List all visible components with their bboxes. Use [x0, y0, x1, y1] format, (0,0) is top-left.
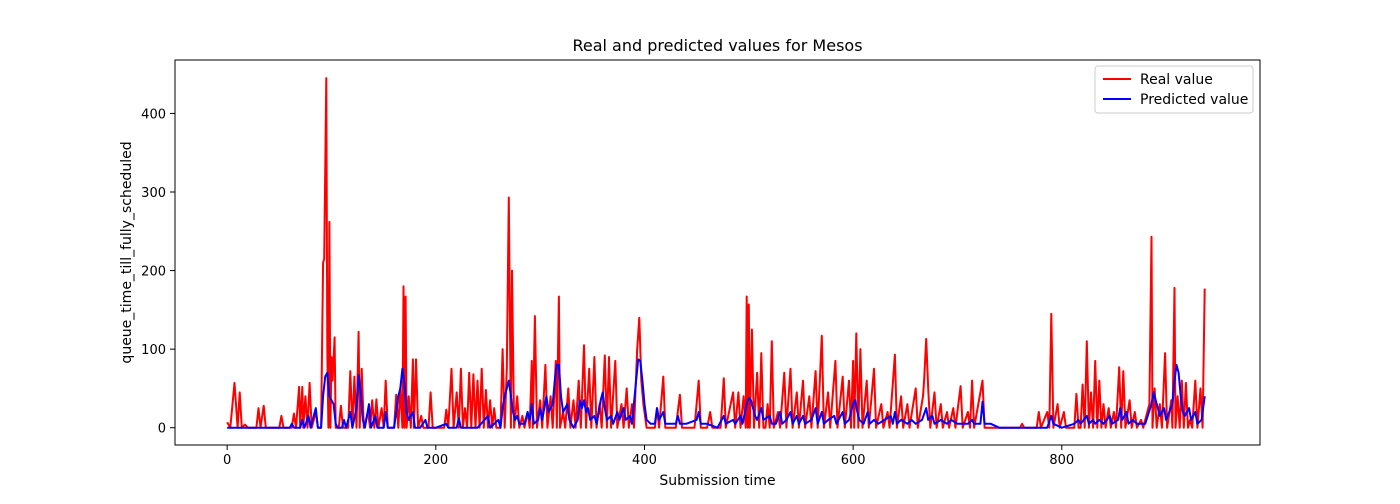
legend-predicted-value-label: Predicted value [1140, 92, 1248, 108]
x-tick-label: 400 [632, 453, 657, 468]
x-axis-label: Submission time [659, 473, 775, 489]
y-axis-ticks: 0 100 200 300 400 [141, 107, 175, 437]
y-tick-label: 400 [141, 107, 166, 122]
series-layer [226, 77, 1206, 429]
y-axis-label: queue_time_till_fully_scheduled [119, 141, 135, 363]
x-axis-ticks: 0 200 400 600 800 [223, 445, 1074, 468]
predicted-value-line [227, 358, 1206, 429]
y-tick-label: 300 [141, 186, 166, 201]
legend-real-value-label: Real value [1140, 72, 1213, 88]
y-tick-label: 200 [141, 265, 166, 280]
legend: Real value Predicted value [1094, 65, 1254, 114]
real-value-line [226, 77, 1206, 429]
y-tick-label: 100 [141, 343, 166, 358]
x-tick-label: 600 [841, 453, 866, 468]
plot-frame [174, 59, 1261, 446]
chart-title: Real and predicted values for Mesos [572, 36, 862, 55]
x-tick-label: 800 [1049, 453, 1074, 468]
y-tick-label: 0 [158, 422, 166, 437]
legend-box [1094, 65, 1254, 114]
x-tick-label: 0 [223, 453, 231, 468]
x-tick-label: 200 [423, 453, 448, 468]
